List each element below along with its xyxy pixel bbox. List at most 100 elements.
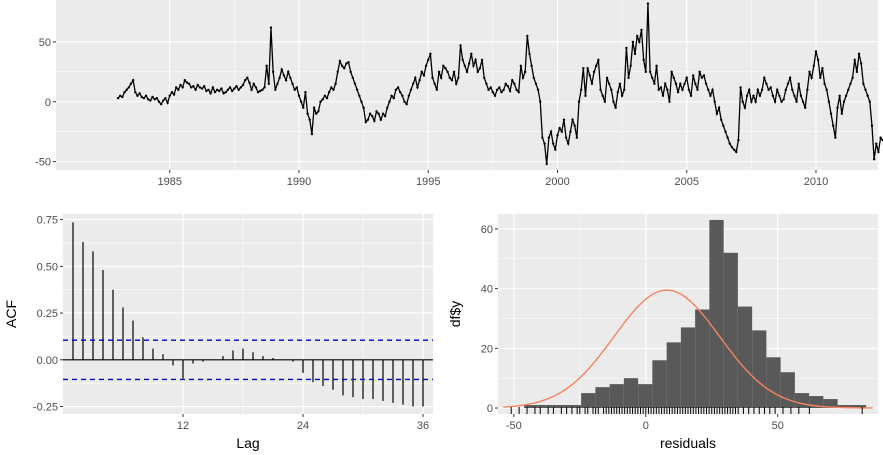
residual-timeseries-panel: 1985 1990 1995 2000 2005 2010 -50 0 50 [35, 0, 883, 188]
residual-point [735, 150, 738, 154]
residual-point [577, 100, 581, 103]
acf-x-tick-label: 24 [297, 420, 309, 432]
residual-point [747, 88, 751, 91]
residual-point [332, 88, 335, 91]
timeseries-x-tick-label: 2005 [674, 176, 698, 188]
residual-point [543, 142, 546, 145]
residual-point [172, 93, 176, 96]
residual-point [696, 88, 699, 91]
residual-point [222, 92, 225, 95]
residual-point [687, 88, 691, 91]
residual-point [467, 62, 471, 65]
residual-point [519, 64, 523, 68]
histogram-bar [552, 405, 567, 409]
timeseries-x-tick-label: 1990 [287, 176, 311, 188]
residual-point [405, 102, 408, 106]
residual-point [478, 67, 482, 70]
residual-point [455, 82, 458, 86]
residual-point [623, 88, 626, 91]
residual-point [205, 89, 208, 93]
histogram-bar [709, 219, 724, 409]
histogram-bar [652, 360, 667, 409]
residual-point [547, 136, 551, 139]
residual-point [732, 148, 736, 151]
histogram-bar [595, 387, 610, 409]
residual-point [325, 96, 329, 100]
residual-point [814, 50, 818, 53]
residual-point [396, 86, 400, 89]
residual-point [502, 88, 505, 91]
residual-point [569, 130, 572, 133]
residual-point [118, 94, 122, 97]
residual-point [849, 82, 852, 86]
residual-point [879, 136, 882, 139]
residual-point [685, 76, 688, 80]
residual-point [347, 61, 350, 64]
residual-point [388, 100, 391, 103]
residual-point [648, 70, 652, 74]
residual-point [834, 136, 837, 139]
residual-point [224, 90, 227, 94]
histogram-bar [695, 309, 710, 409]
residual-point [610, 88, 613, 91]
residual-point [640, 28, 643, 32]
residual-point [220, 87, 223, 90]
residual-point [532, 76, 535, 80]
residual-point [138, 92, 141, 95]
residual-point [424, 64, 428, 68]
histogram-x-ticks: -50 0 50 [506, 414, 784, 432]
residual-point [299, 100, 303, 103]
residual-point [256, 90, 260, 94]
residual-point [775, 88, 779, 91]
residual-point [707, 88, 710, 91]
residual-point [855, 70, 859, 74]
residual-point [676, 90, 680, 94]
residual-point [745, 94, 749, 97]
residual-point [355, 88, 359, 91]
residual-point [228, 86, 232, 89]
acf-y-tick-label: 0.25 [37, 308, 58, 320]
residual-point [493, 94, 497, 97]
residual-point [526, 34, 529, 38]
residual-point [590, 82, 594, 86]
residual-point [627, 76, 630, 80]
residual-point [754, 100, 757, 103]
residual-point [506, 85, 510, 88]
residual-point [192, 85, 195, 88]
residual-point [261, 88, 264, 91]
residual-point [668, 100, 671, 103]
residual-point [243, 79, 247, 82]
residual-point [235, 85, 238, 88]
residual-point [642, 58, 645, 62]
residual-point [633, 52, 637, 56]
residual-point [489, 86, 492, 89]
residual-point [511, 79, 514, 82]
residual-series-points [116, 2, 883, 166]
histogram-bar [666, 342, 681, 409]
residual-point [767, 88, 770, 91]
residual-point [760, 88, 764, 91]
residual-point [691, 74, 695, 77]
residual-point [631, 40, 635, 44]
histogram-bar [623, 378, 639, 409]
timeseries-x-tick-label: 2000 [545, 176, 569, 188]
residual-point [157, 100, 161, 103]
residual-point [383, 114, 387, 118]
residual-point [269, 26, 273, 29]
histogram-bar [737, 306, 753, 409]
residual-point [771, 94, 775, 97]
residual-point [250, 88, 253, 91]
residual-point [821, 67, 824, 70]
residual-point [689, 94, 693, 97]
residual-point [392, 96, 395, 100]
residual-point [536, 88, 540, 91]
residual-point [151, 95, 154, 99]
acf-panel: 12 24 36 -0.25 0.00 0.25 0.50 0.75 Lag ACF [3, 214, 433, 451]
residual-point [203, 85, 206, 88]
residual-point [239, 86, 243, 89]
residual-point [681, 88, 684, 91]
residual-point [829, 112, 833, 115]
residual-point [146, 98, 150, 101]
residual-point [625, 46, 628, 50]
residual-point [752, 94, 755, 97]
